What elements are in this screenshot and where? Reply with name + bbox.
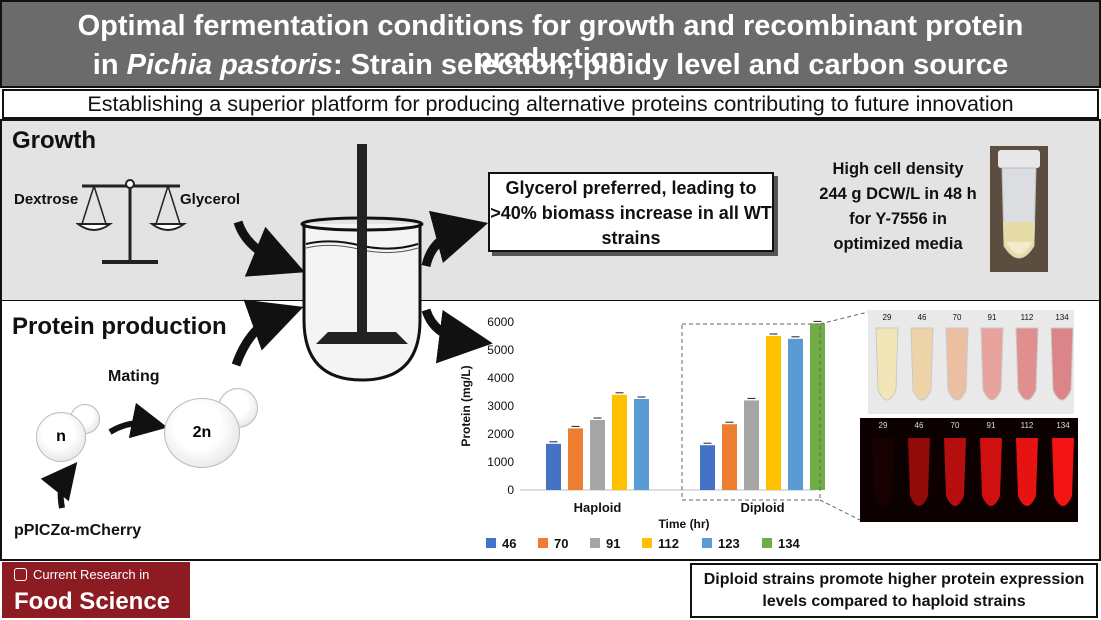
title-line-2-pre: in (92, 49, 127, 81)
journal-name-line-1: Current Research in (33, 567, 150, 582)
legend-swatch-91 (590, 538, 600, 548)
legend-swatch-112 (642, 538, 652, 548)
y-tick-label: 3000 (487, 399, 514, 413)
tube-label-70: 70 (953, 313, 962, 322)
y-tick-label: 4000 (487, 371, 514, 385)
category-label-haploid: Haploid (574, 500, 622, 515)
haploid-cell: n (36, 412, 86, 462)
journal-name-line-2: Food Science (14, 588, 171, 615)
hexagon-icon (14, 568, 27, 581)
legend-swatch-70 (538, 538, 548, 548)
bar-123-diploid (788, 338, 803, 490)
growth-heading: Growth (12, 127, 96, 154)
tubes-fluorescence: 29 46 70 91 112 134 (872, 421, 1074, 506)
growth-finding-box: Glycerol preferred, leading to >40% biom… (488, 172, 774, 252)
bar-112-haploid (612, 394, 627, 490)
fluor-tube-label-46: 46 (915, 421, 924, 430)
glycerol-label: Glycerol (180, 191, 241, 208)
subtitle: Establishing a superior platform for pro… (2, 89, 1099, 119)
title-line-2-post: : Strain selection, ploidy level and car… (332, 49, 1009, 81)
tube-112 (1015, 327, 1039, 401)
legend-label-91: 91 (606, 536, 620, 551)
y-tick-label: 1000 (487, 455, 514, 469)
legend-label-112: 112 (658, 536, 679, 551)
fluor-tube-label-134: 134 (1056, 421, 1070, 430)
legend-label-46: 46 (502, 536, 516, 551)
density-line-3: for Y-7556 in (849, 210, 947, 228)
legend-label-70: 70 (554, 536, 568, 551)
fluor-tube-label-29: 29 (879, 421, 888, 430)
plasmid-label: pPICZα-mCherry (14, 522, 142, 539)
conclusion-box: Diploid strains promote higher protein e… (690, 563, 1098, 618)
cell-density-text: High cell density 244 g DCW/L in 48 h fo… (793, 157, 1003, 257)
legend-swatch-46 (486, 538, 496, 548)
y-tick-label: 2000 (487, 427, 514, 441)
balance-scale-icon (76, 179, 188, 264)
diploid-cell: 2n (164, 398, 240, 468)
tubes-brightfield: 29 46 70 91 112 134 (875, 313, 1074, 401)
title-line-1: Optimal fermentation conditions for grow… (77, 10, 1024, 75)
fluor-tube-134 (1052, 438, 1074, 506)
journal-logo-line-1: Current Research in (14, 567, 149, 582)
culture-tube-photo (990, 146, 1048, 272)
mating-label: Mating (108, 368, 160, 385)
fluor-tube-91 (980, 438, 1002, 506)
bar-46-haploid (546, 443, 561, 490)
fluor-tube-112 (1016, 438, 1038, 506)
legend-label-134: 134 (778, 536, 800, 551)
protein-bar-chart: 0 1000 2000 3000 4000 5000 6000 Protein (mg/L) H… (459, 315, 825, 551)
bar-134-diploid (810, 323, 825, 490)
density-line-2: 244 g DCW/L in 48 h (819, 185, 977, 203)
x-axis-label: Time (hr) (658, 517, 709, 531)
category-label-diploid: Diploid (740, 500, 784, 515)
protein-heading: Protein production (12, 313, 227, 340)
fluor-tube-label-112: 112 (1021, 421, 1034, 430)
y-tick-label: 5000 (487, 343, 514, 357)
legend-swatch-134 (762, 538, 772, 548)
bar-70-diploid (722, 424, 737, 490)
tube-label-46: 46 (918, 313, 927, 322)
fluor-tube-29 (872, 438, 894, 506)
tube-134 (1050, 327, 1074, 401)
title-line-2: in Pichia pastoris: Strain selection, pl… (2, 49, 1099, 82)
legend-label-123: 123 (718, 536, 740, 551)
tube-label-91: 91 (988, 313, 997, 322)
tubes-fluorescence-photo: 29 46 70 91 112 134 (860, 418, 1078, 522)
density-line-1: High cell density (832, 160, 964, 178)
fluor-tube-label-91: 91 (987, 421, 996, 430)
dextrose-label: Dextrose (14, 191, 79, 208)
y-tick-label: 0 (507, 483, 514, 497)
diploid-highlight-box (681, 323, 821, 501)
tube-label-112: 112 (1021, 313, 1034, 322)
tube-91 (980, 327, 1004, 401)
bar-123-haploid (634, 399, 649, 490)
bar-112-diploid (766, 336, 781, 490)
tube-70 (945, 327, 969, 401)
tube-label-29: 29 (883, 313, 892, 322)
journal-logo: Current Research in Food Science (2, 562, 190, 618)
tube-46 (910, 327, 934, 401)
bar-91-haploid (590, 420, 605, 490)
y-axis-label: Protein (mg/L) (459, 365, 473, 446)
title-banner: Optimal fermentation conditions for grow… (0, 0, 1101, 88)
title-species: Pichia pastoris (126, 49, 333, 81)
tube-29 (875, 327, 899, 401)
legend-swatch-123 (702, 538, 712, 548)
bar-46-diploid (700, 445, 715, 490)
density-line-4: optimized media (833, 235, 963, 253)
fluor-tube-label-70: 70 (951, 421, 960, 430)
bar-70-haploid (568, 428, 583, 490)
bioreactor-icon (300, 144, 424, 382)
fluor-tube-70 (944, 438, 966, 506)
y-tick-label: 6000 (487, 315, 514, 329)
tube-label-134: 134 (1055, 313, 1069, 322)
tubes-brightfield-photo: 29 46 70 91 112 134 (868, 310, 1074, 414)
fluor-tube-46 (908, 438, 930, 506)
bar-91-diploid (744, 400, 759, 490)
